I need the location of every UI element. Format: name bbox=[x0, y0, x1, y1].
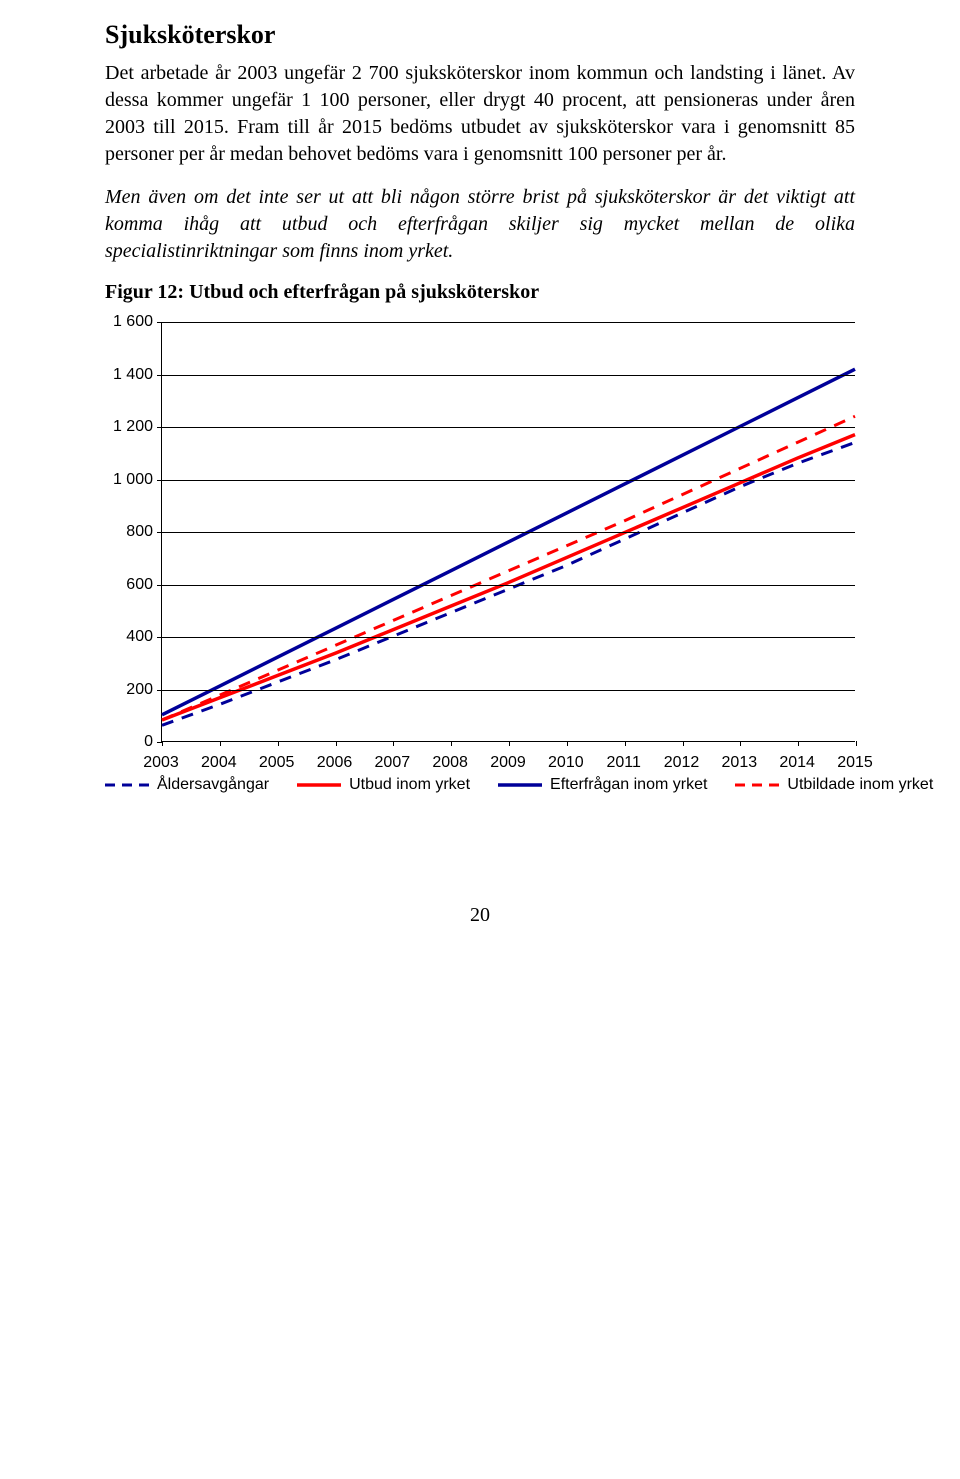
x-axis-label: 2011 bbox=[606, 754, 640, 772]
chart-legend: Åldersavgångar Utbud inom yrket Efterfråga… bbox=[105, 776, 855, 794]
grid-line bbox=[162, 427, 855, 428]
grid-line bbox=[162, 690, 855, 691]
x-axis-label: 2004 bbox=[201, 754, 237, 772]
section-heading: Sjuksköterskor bbox=[105, 20, 855, 50]
x-axis-label: 2006 bbox=[317, 754, 353, 772]
y-axis-label: 1 000 bbox=[113, 471, 153, 489]
x-axis-label: 2007 bbox=[375, 754, 411, 772]
x-axis-label: 2013 bbox=[722, 754, 758, 772]
legend-label: Efterfrågan inom yrket bbox=[550, 776, 707, 794]
y-tick bbox=[157, 322, 162, 323]
x-axis-label: 2015 bbox=[837, 754, 873, 772]
y-tick bbox=[157, 585, 162, 586]
y-axis-label: 400 bbox=[126, 628, 153, 646]
series-utbildade bbox=[162, 416, 855, 720]
chart-area: 02004006008001 0001 2001 4001 600 bbox=[105, 322, 855, 742]
legend-item-utbud: Utbud inom yrket bbox=[297, 776, 470, 794]
x-axis-labels: 2003200420052006200720082009201020112012… bbox=[161, 750, 855, 776]
paragraph-1: Det arbetade år 2003 ungefär 2 700 sjuks… bbox=[105, 60, 855, 168]
legend-item-efterfragan: Efterfrågan inom yrket bbox=[498, 776, 707, 794]
y-axis-label: 600 bbox=[126, 576, 153, 594]
y-tick bbox=[157, 480, 162, 481]
series-utbud bbox=[162, 435, 855, 720]
x-tick bbox=[856, 741, 857, 746]
y-tick bbox=[157, 690, 162, 691]
x-tick bbox=[567, 741, 568, 746]
chart-container: 02004006008001 0001 2001 4001 600 200320… bbox=[105, 322, 855, 794]
y-axis-labels: 02004006008001 0001 2001 4001 600 bbox=[105, 322, 161, 742]
x-tick bbox=[740, 741, 741, 746]
x-tick bbox=[625, 741, 626, 746]
grid-line bbox=[162, 637, 855, 638]
x-axis-label: 2003 bbox=[143, 754, 179, 772]
y-axis-label: 800 bbox=[126, 523, 153, 541]
x-axis-label: 2009 bbox=[490, 754, 526, 772]
x-axis-label: 2005 bbox=[259, 754, 295, 772]
x-axis-label: 2010 bbox=[548, 754, 584, 772]
y-tick bbox=[157, 375, 162, 376]
y-tick bbox=[157, 637, 162, 638]
x-tick bbox=[162, 741, 163, 746]
y-axis-label: 0 bbox=[144, 733, 153, 751]
x-tick bbox=[798, 741, 799, 746]
x-tick bbox=[278, 741, 279, 746]
grid-line bbox=[162, 532, 855, 533]
grid-line bbox=[162, 375, 855, 376]
figure-title: Figur 12: Utbud och efterfrågan på sjuks… bbox=[105, 281, 855, 304]
y-tick bbox=[157, 532, 162, 533]
grid-line bbox=[162, 322, 855, 323]
y-axis-label: 1 400 bbox=[113, 366, 153, 384]
legend-swatch bbox=[297, 778, 341, 792]
page-number: 20 bbox=[105, 904, 855, 927]
legend-label: Utbud inom yrket bbox=[349, 776, 470, 794]
y-tick bbox=[157, 427, 162, 428]
x-tick bbox=[451, 741, 452, 746]
legend-swatch bbox=[735, 778, 779, 792]
paragraph-2: Men även om det inte ser ut att bli någo… bbox=[105, 184, 855, 265]
legend-label: Utbildade inom yrket bbox=[787, 776, 933, 794]
series-efterfragan bbox=[162, 369, 855, 715]
legend-label: Åldersavgångar bbox=[157, 776, 269, 794]
y-axis-label: 1 600 bbox=[113, 313, 153, 331]
y-axis-label: 200 bbox=[126, 681, 153, 699]
y-axis-label: 1 200 bbox=[113, 418, 153, 436]
legend-item-aldersavgangar: Åldersavgångar bbox=[105, 776, 269, 794]
x-tick bbox=[393, 741, 394, 746]
legend-swatch bbox=[498, 778, 542, 792]
grid-line bbox=[162, 585, 855, 586]
x-tick bbox=[220, 741, 221, 746]
x-tick bbox=[683, 741, 684, 746]
x-axis-label: 2014 bbox=[779, 754, 815, 772]
plot-area bbox=[161, 322, 855, 742]
legend-swatch bbox=[105, 778, 149, 792]
x-axis-label: 2008 bbox=[432, 754, 468, 772]
x-tick bbox=[509, 741, 510, 746]
x-axis-label: 2012 bbox=[664, 754, 700, 772]
legend-item-utbildade: Utbildade inom yrket bbox=[735, 776, 933, 794]
x-tick bbox=[336, 741, 337, 746]
grid-line bbox=[162, 480, 855, 481]
